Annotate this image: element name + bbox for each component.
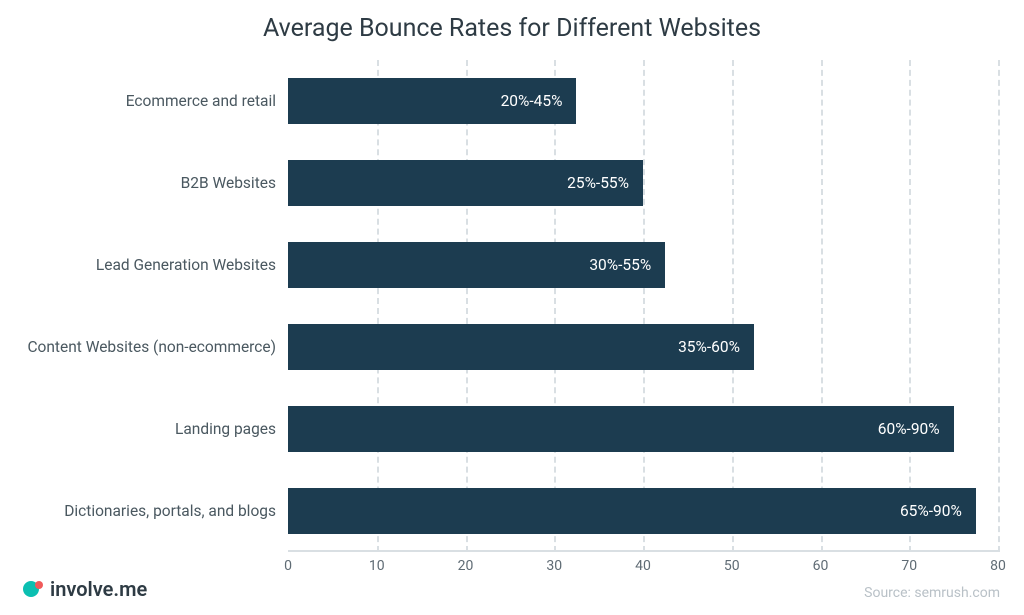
x-tick-label: 40: [635, 558, 651, 574]
x-tick-label: 70: [901, 558, 917, 574]
x-tick-label: 30: [546, 558, 562, 574]
category-label: Dictionaries, portals, and blogs: [64, 502, 276, 520]
bar: 35%-60%: [288, 324, 754, 370]
bar-value-label: 35%-60%: [678, 338, 740, 356]
x-tick-label: 80: [990, 558, 1006, 574]
bar-value-label: 25%-55%: [567, 174, 629, 192]
logo-icon: [22, 578, 44, 600]
bar: 30%-55%: [288, 242, 665, 288]
gridline: [998, 60, 1000, 552]
bar-row: Content Websites (non-ecommerce)35%-60%: [288, 306, 998, 388]
bar-row: B2B Websites25%-55%: [288, 142, 998, 224]
chart-plot-area: 01020304050607080Ecommerce and retail20%…: [288, 60, 998, 552]
category-label: Landing pages: [175, 420, 276, 438]
x-tick-label: 50: [724, 558, 740, 574]
bar: 25%-55%: [288, 160, 643, 206]
bar-value-label: 60%-90%: [878, 420, 940, 438]
category-label: Lead Generation Websites: [96, 256, 276, 274]
brand-logo: involve.me: [22, 577, 147, 601]
bar-row: Dictionaries, portals, and blogs65%-90%: [288, 470, 998, 552]
bar-value-label: 20%-45%: [501, 92, 563, 110]
category-label: Ecommerce and retail: [126, 92, 276, 110]
bar: 65%-90%: [288, 488, 976, 534]
bar-value-label: 30%-55%: [589, 256, 651, 274]
x-tick-label: 10: [369, 558, 385, 574]
bar-row: Ecommerce and retail20%-45%: [288, 60, 998, 142]
x-tick-label: 60: [813, 558, 829, 574]
bar-value-label: 65%-90%: [900, 502, 962, 520]
x-tick-label: 0: [284, 558, 292, 574]
bar: 20%-45%: [288, 78, 576, 124]
bar-row: Landing pages60%-90%: [288, 388, 998, 470]
bar: 60%-90%: [288, 406, 954, 452]
category-label: Content Websites (non-ecommerce): [27, 338, 276, 356]
chart-title: Average Bounce Rates for Different Websi…: [0, 0, 1024, 43]
logo-text: involve.me: [50, 577, 147, 601]
x-tick-label: 20: [458, 558, 474, 574]
category-label: B2B Websites: [181, 174, 276, 192]
bar-row: Lead Generation Websites30%-55%: [288, 224, 998, 306]
source-attribution: Source: semrush.com: [864, 585, 1000, 601]
